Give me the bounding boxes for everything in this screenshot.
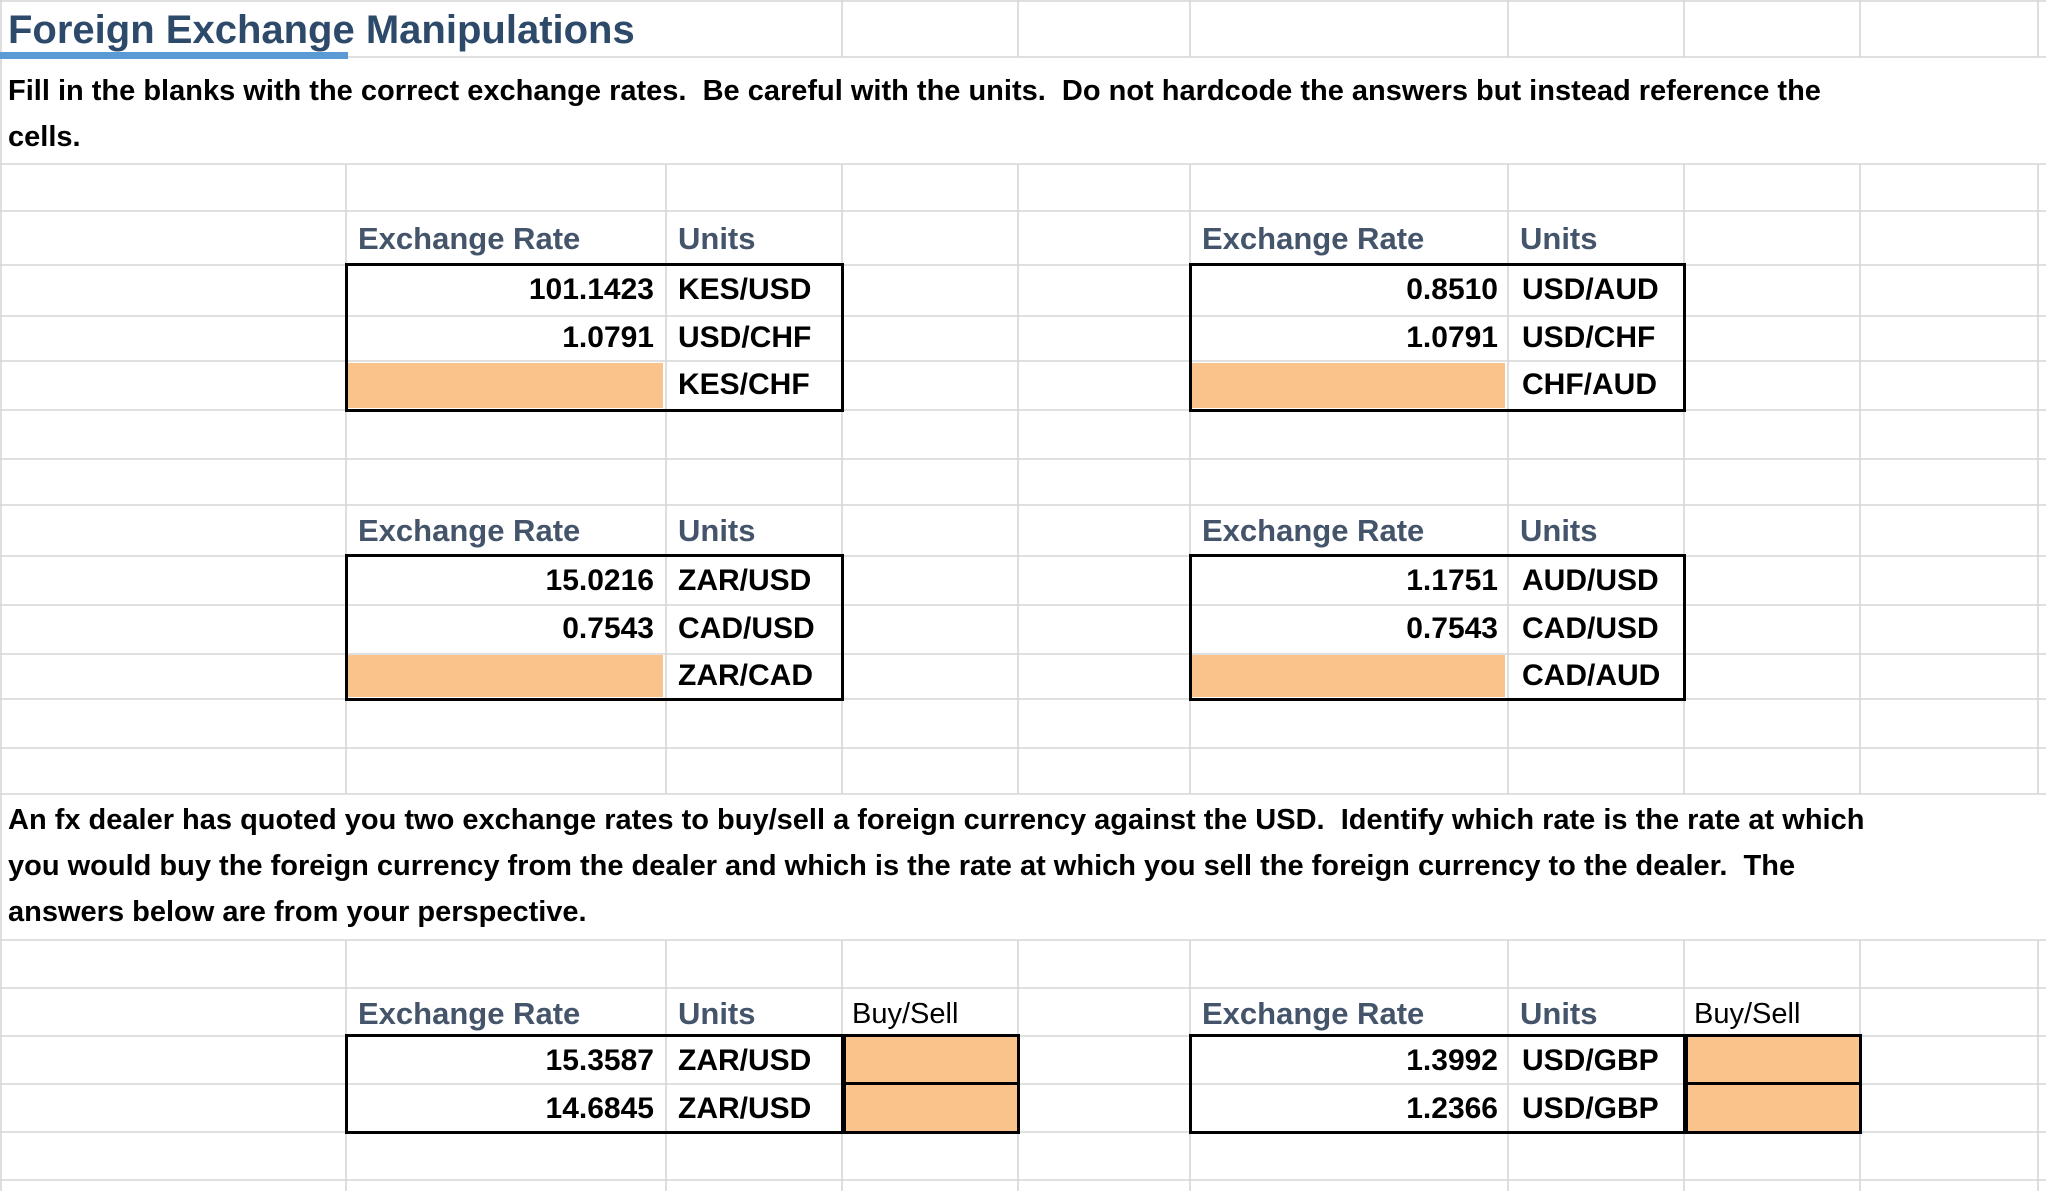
cell-units[interactable]: USD/GBP — [1522, 1044, 1659, 1077]
cell-rate[interactable]: 0.8510 — [1406, 273, 1498, 306]
table-outline-zar-usd-quotes — [345, 1034, 844, 1134]
cell-rate[interactable]: 1.1751 — [1406, 564, 1498, 597]
column-header-exchange-rate: Exchange Rate — [1202, 513, 1425, 548]
table-outline-cad-aud — [1189, 554, 1686, 701]
cell-units[interactable]: CHF/AUD — [1522, 368, 1657, 401]
cell-units[interactable]: CAD/USD — [678, 612, 815, 645]
cell-units[interactable]: KES/USD — [678, 273, 812, 306]
blank-cell-cad-aud[interactable] — [1192, 655, 1505, 697]
dealer-note-line: answers below are from your perspective. — [8, 896, 587, 928]
instructions-line: cells. — [8, 121, 81, 153]
cell-units[interactable]: ZAR/USD — [678, 1092, 812, 1125]
cell-units[interactable]: USD/AUD — [1522, 273, 1659, 306]
buy-sell-cell-zar-1[interactable] — [843, 1034, 1020, 1085]
buy-sell-cell-gbp-1[interactable] — [1685, 1034, 1862, 1085]
column-header-units: Units — [1520, 513, 1598, 548]
cell-units[interactable]: ZAR/USD — [678, 1044, 812, 1077]
blank-cell-zar-cad[interactable] — [348, 655, 663, 697]
cell-units[interactable]: ZAR/CAD — [678, 659, 813, 692]
table-outline-zar-cad — [345, 554, 844, 701]
blank-cell-chf-aud[interactable] — [1192, 363, 1505, 408]
cell-rate[interactable]: 15.3587 — [545, 1044, 654, 1077]
cell-rate[interactable]: 1.2366 — [1406, 1092, 1498, 1125]
cell-units[interactable]: KES/CHF — [678, 368, 810, 401]
cell-units[interactable]: CAD/AUD — [1522, 659, 1661, 692]
cell-rate[interactable]: 1.0791 — [1406, 321, 1498, 354]
cell-units[interactable]: USD/CHF — [1522, 321, 1656, 354]
cell-units[interactable]: USD/CHF — [678, 321, 812, 354]
table-outline-usd-gbp-quotes — [1189, 1034, 1686, 1134]
cell-rate[interactable]: 14.6845 — [545, 1092, 654, 1125]
column-header-exchange-rate: Exchange Rate — [1202, 996, 1425, 1031]
column-header-buy-sell: Buy/Sell — [1694, 998, 1801, 1030]
column-header-units: Units — [678, 221, 756, 256]
cell-units[interactable]: AUD/USD — [1522, 564, 1659, 597]
column-header-units: Units — [678, 513, 756, 548]
cell-rate[interactable]: 0.7543 — [562, 612, 654, 645]
cell-units[interactable]: USD/GBP — [1522, 1092, 1659, 1125]
blank-cell-kes-chf[interactable] — [348, 363, 663, 408]
cell-rate[interactable]: 0.7543 — [1406, 612, 1498, 645]
buy-sell-cell-gbp-2[interactable] — [1685, 1082, 1862, 1134]
cell-rate[interactable]: 1.0791 — [562, 321, 654, 354]
cell-rate[interactable]: 101.1423 — [528, 273, 654, 306]
column-header-units: Units — [1520, 221, 1598, 256]
column-header-exchange-rate: Exchange Rate — [358, 513, 581, 548]
table-outline-kes-chf — [345, 263, 844, 412]
table-outline-chf-aud — [1189, 263, 1686, 412]
column-header-units: Units — [678, 996, 756, 1031]
title-underline — [0, 52, 348, 59]
sheet-title: Foreign Exchange Manipulations — [8, 8, 635, 52]
buy-sell-cell-zar-2[interactable] — [843, 1082, 1020, 1134]
column-header-exchange-rate: Exchange Rate — [358, 221, 581, 256]
column-header-units: Units — [1520, 996, 1598, 1031]
column-header-buy-sell: Buy/Sell — [852, 998, 959, 1030]
dealer-note-line: An fx dealer has quoted you two exchange… — [8, 804, 1865, 836]
column-header-exchange-rate: Exchange Rate — [358, 996, 581, 1031]
dealer-note-line: you would buy the foreign currency from … — [8, 850, 1796, 882]
cell-units[interactable]: CAD/USD — [1522, 612, 1659, 645]
cell-rate[interactable]: 1.3992 — [1406, 1044, 1498, 1077]
column-header-exchange-rate: Exchange Rate — [1202, 221, 1425, 256]
cell-units[interactable]: ZAR/USD — [678, 564, 812, 597]
cell-rate[interactable]: 15.0216 — [545, 564, 654, 597]
instructions-line: Fill in the blanks with the correct exch… — [8, 75, 1821, 107]
